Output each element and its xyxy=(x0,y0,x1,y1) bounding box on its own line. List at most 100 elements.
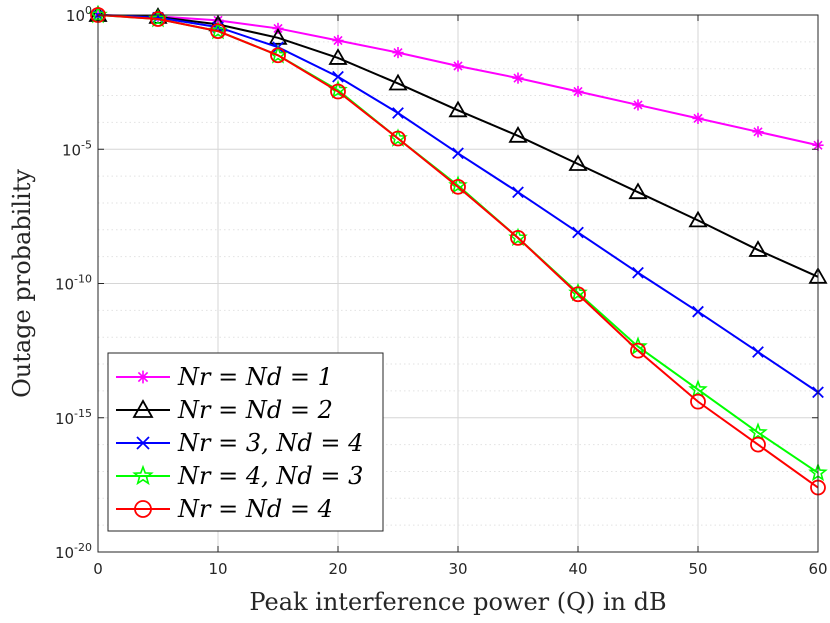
legend-marker xyxy=(136,436,150,450)
asterisk-marker-stroke xyxy=(753,127,763,137)
triangle-marker-shape xyxy=(268,28,288,45)
triangle-marker-shape xyxy=(628,182,648,200)
data-point xyxy=(632,99,644,111)
triangle-marker-shape xyxy=(132,399,154,418)
x-marker-stroke xyxy=(452,147,464,160)
data-point xyxy=(268,28,288,45)
circle-marker-shape xyxy=(390,130,406,147)
data-point xyxy=(150,11,166,27)
star-marker-shape xyxy=(748,422,768,441)
y-tick-label: 10-20 xyxy=(55,541,92,562)
x-tick-label: 20 xyxy=(328,560,347,578)
triangle-marker-shape xyxy=(388,73,408,91)
data-point xyxy=(392,46,404,59)
circle-marker-shape xyxy=(150,11,166,27)
data-point xyxy=(570,286,586,303)
data-point xyxy=(508,126,528,143)
data-point xyxy=(392,107,404,119)
asterisk-marker-stroke xyxy=(633,100,643,110)
data-point xyxy=(692,305,704,318)
data-point xyxy=(748,422,768,441)
x-marker-stroke xyxy=(572,226,584,239)
x-tick-label: 30 xyxy=(448,560,467,578)
y-tick-label: 100 xyxy=(66,4,92,25)
y-tick-label: 10-15 xyxy=(55,407,92,428)
data-point xyxy=(390,130,406,147)
data-point xyxy=(452,60,464,72)
legend-entry: Nr = 3, Nd = 4 xyxy=(116,429,363,457)
star-marker-shape xyxy=(688,379,708,398)
data-point xyxy=(512,186,524,199)
data-point xyxy=(632,266,644,279)
legend-label: Nr = Nd = 4 xyxy=(177,495,333,523)
legend: Nr = Nd = 1 Nr = Nd = 2 Nr = 3, Nd = 4 Nr =… xyxy=(107,352,384,532)
data-point xyxy=(628,182,648,200)
data-point xyxy=(752,126,764,138)
data-point xyxy=(752,346,764,358)
x-axis-label: Peak interference power (Q) in dB xyxy=(249,588,666,616)
x-marker-stroke xyxy=(392,107,404,119)
data-point xyxy=(512,72,524,84)
data-point xyxy=(748,240,768,257)
data-point xyxy=(568,154,588,171)
tick-layer: 0 10 20 30 40 50 60 100 10-5 10-10 10-15 10-20 xyxy=(55,4,828,578)
data-point xyxy=(388,73,408,91)
circle-marker-shape xyxy=(690,393,706,410)
x-marker-stroke xyxy=(752,346,764,358)
data-point xyxy=(692,112,704,124)
data-point xyxy=(688,210,708,228)
data-point xyxy=(452,147,464,160)
circle-marker-shape xyxy=(570,286,586,303)
x-marker-stroke xyxy=(692,305,704,318)
circle-marker-shape xyxy=(210,23,226,40)
asterisk-marker-stroke xyxy=(393,47,403,58)
circle-marker-shape xyxy=(134,500,152,518)
asterisk-marker-stroke xyxy=(693,113,703,123)
legend-label: Nr = 3, Nd = 4 xyxy=(177,429,363,457)
circle-marker-shape xyxy=(330,83,346,100)
data-point xyxy=(572,85,584,98)
data-point xyxy=(332,70,344,83)
data-point xyxy=(270,47,286,64)
asterisk-marker-stroke xyxy=(573,86,583,97)
data-point xyxy=(450,178,466,195)
x-tick-label: 0 xyxy=(93,560,103,578)
legend-marker xyxy=(136,370,150,384)
data-point xyxy=(448,100,468,118)
y-axis-label: Outage probability xyxy=(8,169,36,398)
circle-marker-shape xyxy=(750,436,766,453)
circle-marker-shape xyxy=(630,342,646,359)
legend-entry: Nr = Nd = 4 xyxy=(116,495,333,523)
data-point xyxy=(332,34,344,47)
data-point xyxy=(688,379,708,398)
data-point xyxy=(630,342,646,359)
series-5 xyxy=(90,7,826,496)
legend-marker xyxy=(132,464,154,486)
triangle-marker-shape xyxy=(688,210,708,228)
x-marker-stroke xyxy=(332,70,344,83)
y-tick-label: 10-5 xyxy=(62,138,92,159)
x-marker-stroke xyxy=(632,266,644,279)
x-tick-label: 40 xyxy=(568,560,587,578)
circle-marker-shape xyxy=(450,178,466,195)
asterisk-marker-stroke xyxy=(137,371,149,383)
legend-label: Nr = Nd = 1 xyxy=(177,363,333,391)
legend-marker xyxy=(132,399,154,418)
circle-marker-shape xyxy=(270,47,286,64)
legend-entry: Nr = Nd = 1 xyxy=(116,363,333,391)
legend-entry: Nr = Nd = 2 xyxy=(116,396,333,424)
triangle-marker-shape xyxy=(568,154,588,171)
data-point xyxy=(690,393,706,410)
data-point xyxy=(572,226,584,239)
triangle-marker-shape xyxy=(448,100,468,118)
x-marker-stroke xyxy=(512,186,524,199)
legend-marker xyxy=(134,500,152,518)
data-point xyxy=(750,436,766,453)
x-tick-label: 50 xyxy=(688,560,707,578)
asterisk-marker-stroke xyxy=(513,73,523,83)
legend-entry: Nr = 4, Nd = 3 xyxy=(116,462,363,490)
data-point xyxy=(510,229,526,246)
data-point xyxy=(210,23,226,40)
